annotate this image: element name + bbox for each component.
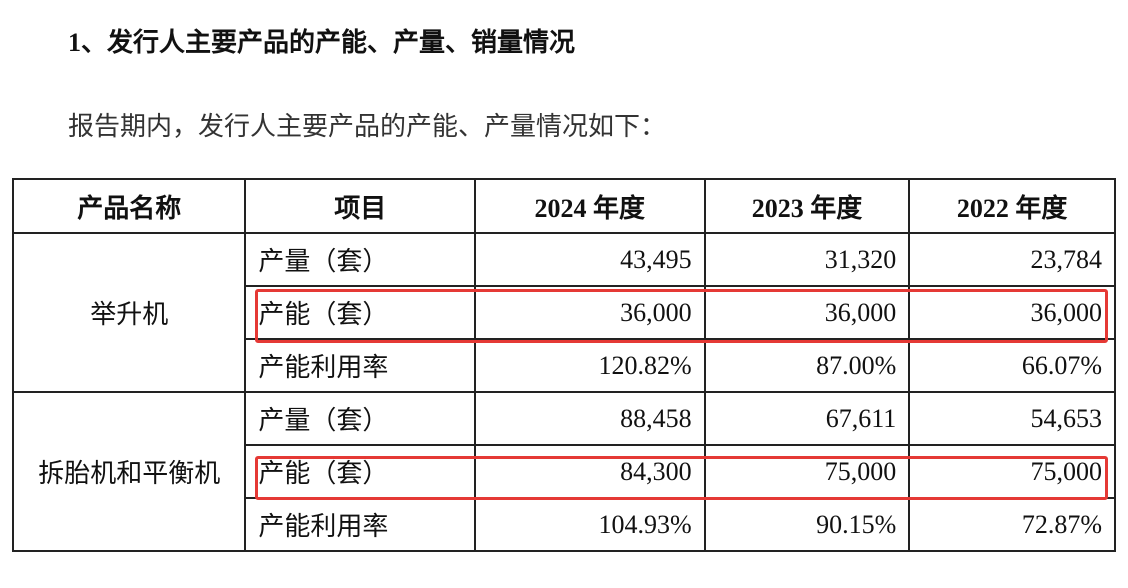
item-cell: 产能利用率 <box>244 338 476 393</box>
capacity-table: 产品名称 项目 2024 年度 2023 年度 2022 年度 举升机 产量（套） 43,49… <box>11 178 1116 552</box>
value-cell: 120.82% <box>473 338 706 393</box>
header-cell: 2022 年度 <box>908 178 1116 234</box>
value-cell: 36,000 <box>473 285 706 340</box>
value-cell: 84,300 <box>473 444 706 499</box>
highlight-box <box>255 456 1108 500</box>
value-cell: 23,784 <box>908 232 1116 287</box>
value-cell: 90.15% <box>703 497 911 552</box>
header-cell: 2023 年度 <box>703 178 911 234</box>
value-cell: 72.87% <box>908 497 1116 552</box>
intro: 报告期内，发行人主要产品的产能、产量情况如下： <box>68 112 667 141</box>
table-row: 产能利用率 120.82% 87.00% 66.07% <box>13 338 1116 393</box>
value-cell: 88,458 <box>473 391 706 446</box>
table-row: 举升机 产量（套） 43,495 31,320 23,784 <box>11 232 1116 393</box>
header-cell: 产品名称 <box>11 178 247 234</box>
header-cell: 2024 年度 <box>473 178 706 234</box>
item-cell: 产量（套） <box>244 232 476 287</box>
value-cell: 67,611 <box>703 391 911 446</box>
value-cell: 31,320 <box>703 232 911 287</box>
value-cell: 104.93% <box>473 497 706 552</box>
highlight-box <box>255 289 1108 343</box>
header-row: 产品名称 项目 2024 年度 2023 年度 2022 年度 <box>11 178 1116 234</box>
item-cell: 产量（套） <box>244 391 476 446</box>
value-cell: 87.00% <box>703 338 911 393</box>
table-row: 产能利用率 104.93% 90.15% 72.87% <box>13 497 1116 552</box>
header-cell: 项目 <box>244 178 476 234</box>
table-row: 产能（套） 84,300 75,000 75,000 <box>13 444 1116 499</box>
table-row: 拆胎机和平衡机 产量（套） 88,458 67,611 54,653 <box>11 391 1116 552</box>
table-row: 产能（套） 36,000 36,000 36,000 <box>13 285 1116 340</box>
item-cell: 产能（套） <box>244 444 476 499</box>
item-cell: 产能（套） <box>244 285 476 340</box>
value-cell: 36,000 <box>908 285 1116 340</box>
value-cell: 36,000 <box>703 285 911 340</box>
value-cell: 43,495 <box>473 232 706 287</box>
value-cell: 54,653 <box>908 391 1116 446</box>
product-name: 举升机 <box>11 232 247 393</box>
heading: 1、发行人主要产品的产能、产量、销量情况 <box>68 28 576 57</box>
value-cell: 66.07% <box>908 338 1116 393</box>
item-cell: 产能利用率 <box>244 497 476 552</box>
product-name: 拆胎机和平衡机 <box>11 391 247 552</box>
